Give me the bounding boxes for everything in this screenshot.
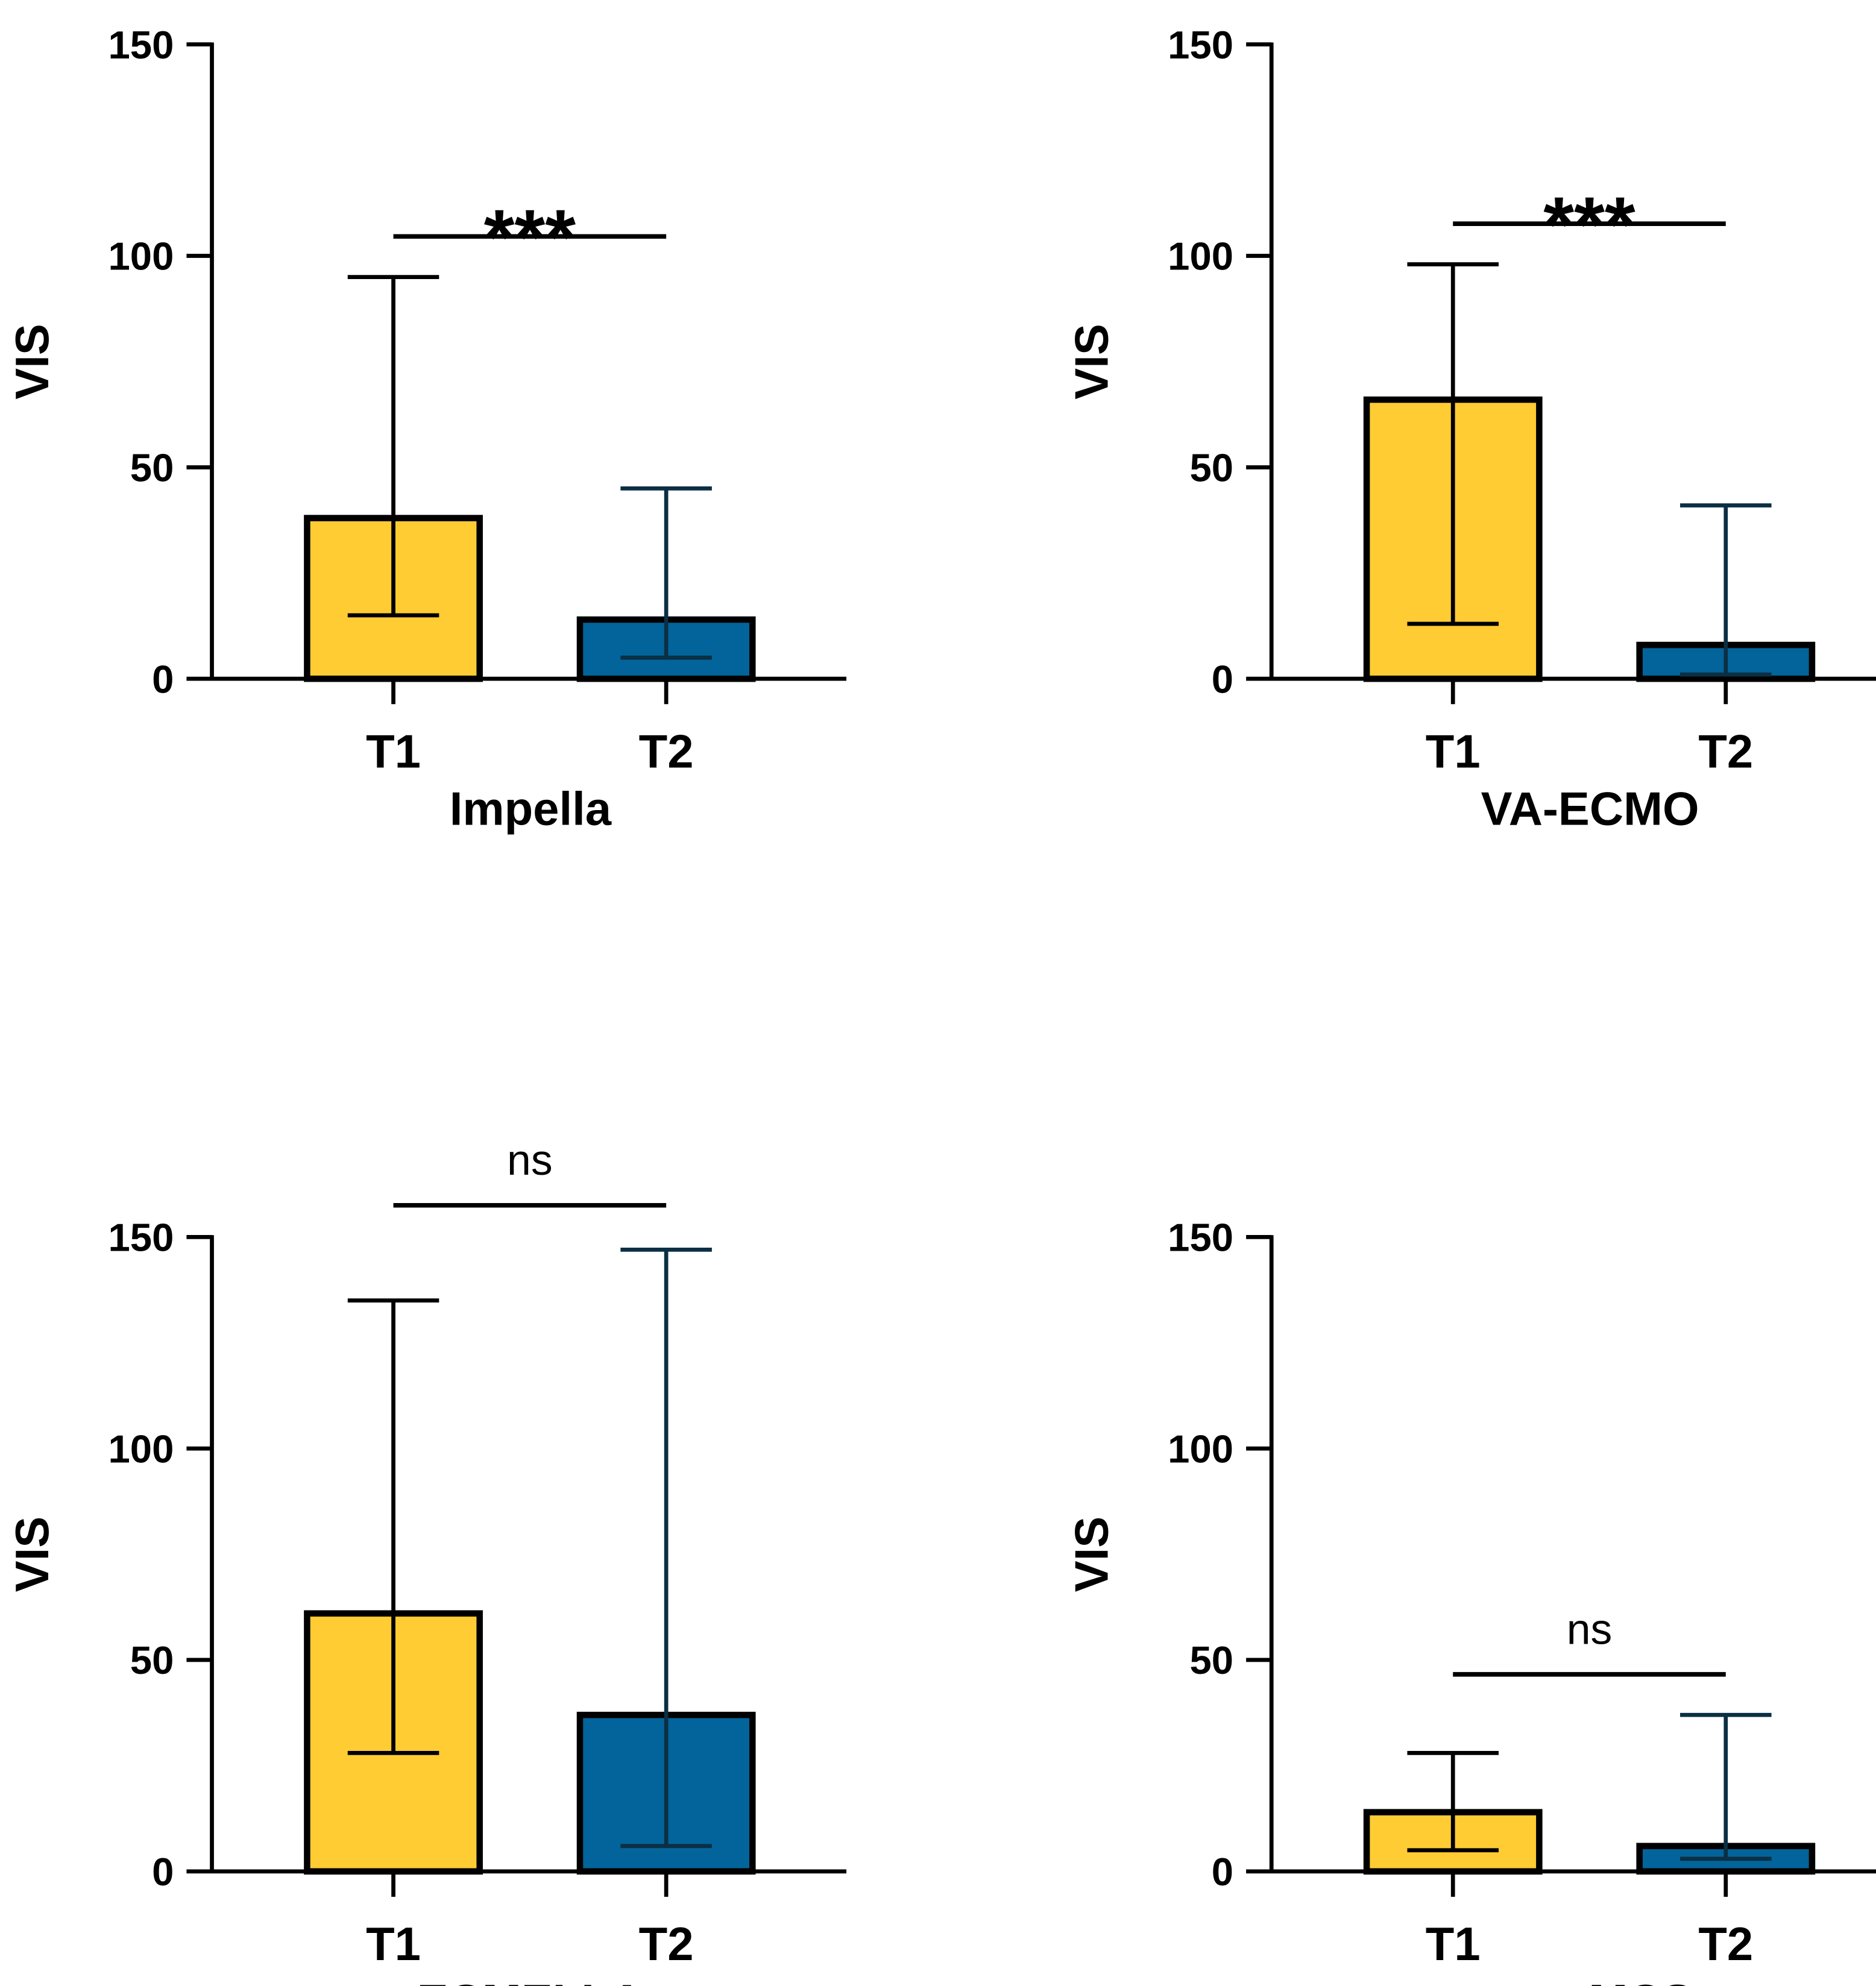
x-tick-label: T2 (639, 1917, 694, 1970)
chart-panel-4: 0 50 100 150 T1 T2 non-MCS VIS ns (1065, 1216, 1876, 1986)
chart-panel-3: 0 50 100 150 T1 T2 ECMELLA VIS ns (5, 1136, 847, 1986)
y-tick-label: 150 (1168, 1216, 1233, 1260)
y-axis-label: VIS (5, 1516, 58, 1592)
significance-label: ns (507, 1136, 553, 1184)
y-tick-label: 100 (1168, 234, 1233, 278)
y-tick-label: 100 (109, 1427, 174, 1471)
y-tick-label: 100 (109, 234, 174, 278)
x-axis-label: VA-ECMO (1481, 782, 1699, 835)
significance-label: *** (484, 193, 576, 281)
y-tick-label: 0 (1212, 657, 1233, 701)
y-tick-label: 50 (130, 445, 174, 489)
y-axis-label: VIS (1065, 1516, 1118, 1592)
x-axis-label: ECMELLA (417, 1975, 644, 1986)
significance-label: *** (1543, 180, 1635, 268)
y-tick-label: 0 (152, 1850, 174, 1894)
x-tick-label: T1 (366, 725, 421, 778)
x-tick-label: T2 (1698, 1917, 1753, 1970)
x-axis-label: Impella (450, 782, 612, 835)
y-axis-label: VIS (5, 324, 58, 400)
y-tick-label: 50 (130, 1638, 174, 1682)
y-tick-label: 150 (109, 23, 174, 67)
significance-label: ns (1567, 1605, 1613, 1653)
y-tick-label: 0 (1212, 1850, 1233, 1894)
x-tick-label: T1 (1426, 1917, 1481, 1970)
x-tick-label: T2 (1698, 725, 1753, 778)
x-tick-label: T1 (366, 1917, 421, 1970)
y-tick-label: 0 (152, 657, 174, 701)
y-tick-label: 150 (1168, 23, 1233, 67)
chart-panel-1: 0 50 100 150 T1 T2 Impella VIS *** (5, 23, 847, 835)
x-axis-label: non-MCS (1487, 1975, 1693, 1986)
y-tick-label: 50 (1189, 1638, 1233, 1682)
y-tick-label: 100 (1168, 1427, 1233, 1471)
y-tick-label: 50 (1189, 445, 1233, 489)
x-tick-label: T1 (1426, 725, 1481, 778)
y-axis-label: VIS (1065, 324, 1118, 400)
y-tick-label: 150 (109, 1216, 174, 1260)
x-tick-label: T2 (639, 725, 694, 778)
